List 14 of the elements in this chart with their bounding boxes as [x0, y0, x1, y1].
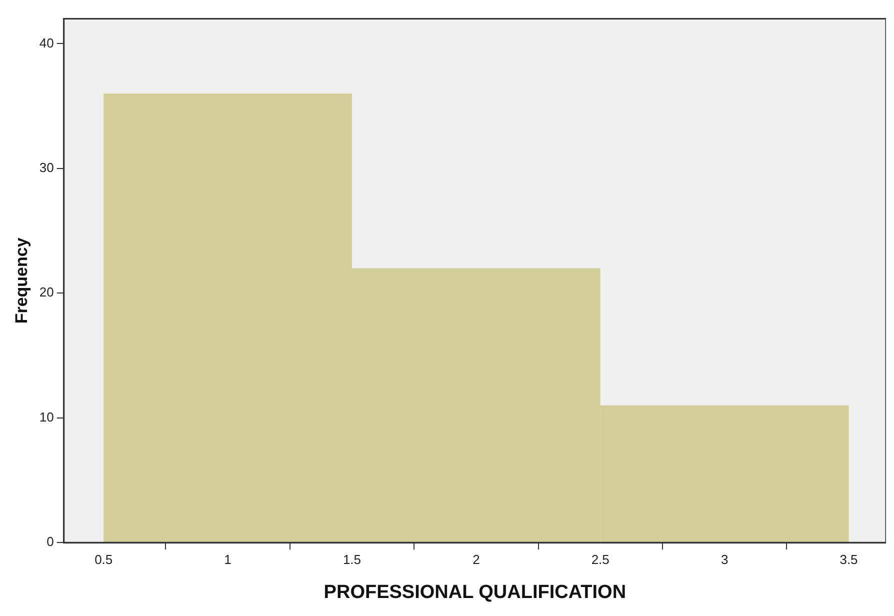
y-axis-title: Frequency [12, 237, 31, 324]
y-tick-label: 0 [46, 534, 54, 550]
y-tick-label: 30 [39, 160, 54, 176]
x-tick-label: 0.5 [94, 552, 113, 567]
y-tick-label: 40 [39, 35, 54, 50]
y-tick-label: 10 [39, 409, 54, 424]
x-axis-title: PROFESSIONAL QUALIFICATION [324, 582, 626, 603]
x-tick-label: 1.5 [342, 552, 362, 567]
x-tick-label: 1 [224, 552, 232, 567]
x-tick-label: 3 [720, 552, 728, 567]
x-tick-label: 2.5 [591, 552, 610, 567]
x-tick-label: 3.5 [840, 552, 858, 567]
x-tick-label: 2 [472, 552, 480, 567]
y-tick-label: 20 [39, 284, 54, 300]
